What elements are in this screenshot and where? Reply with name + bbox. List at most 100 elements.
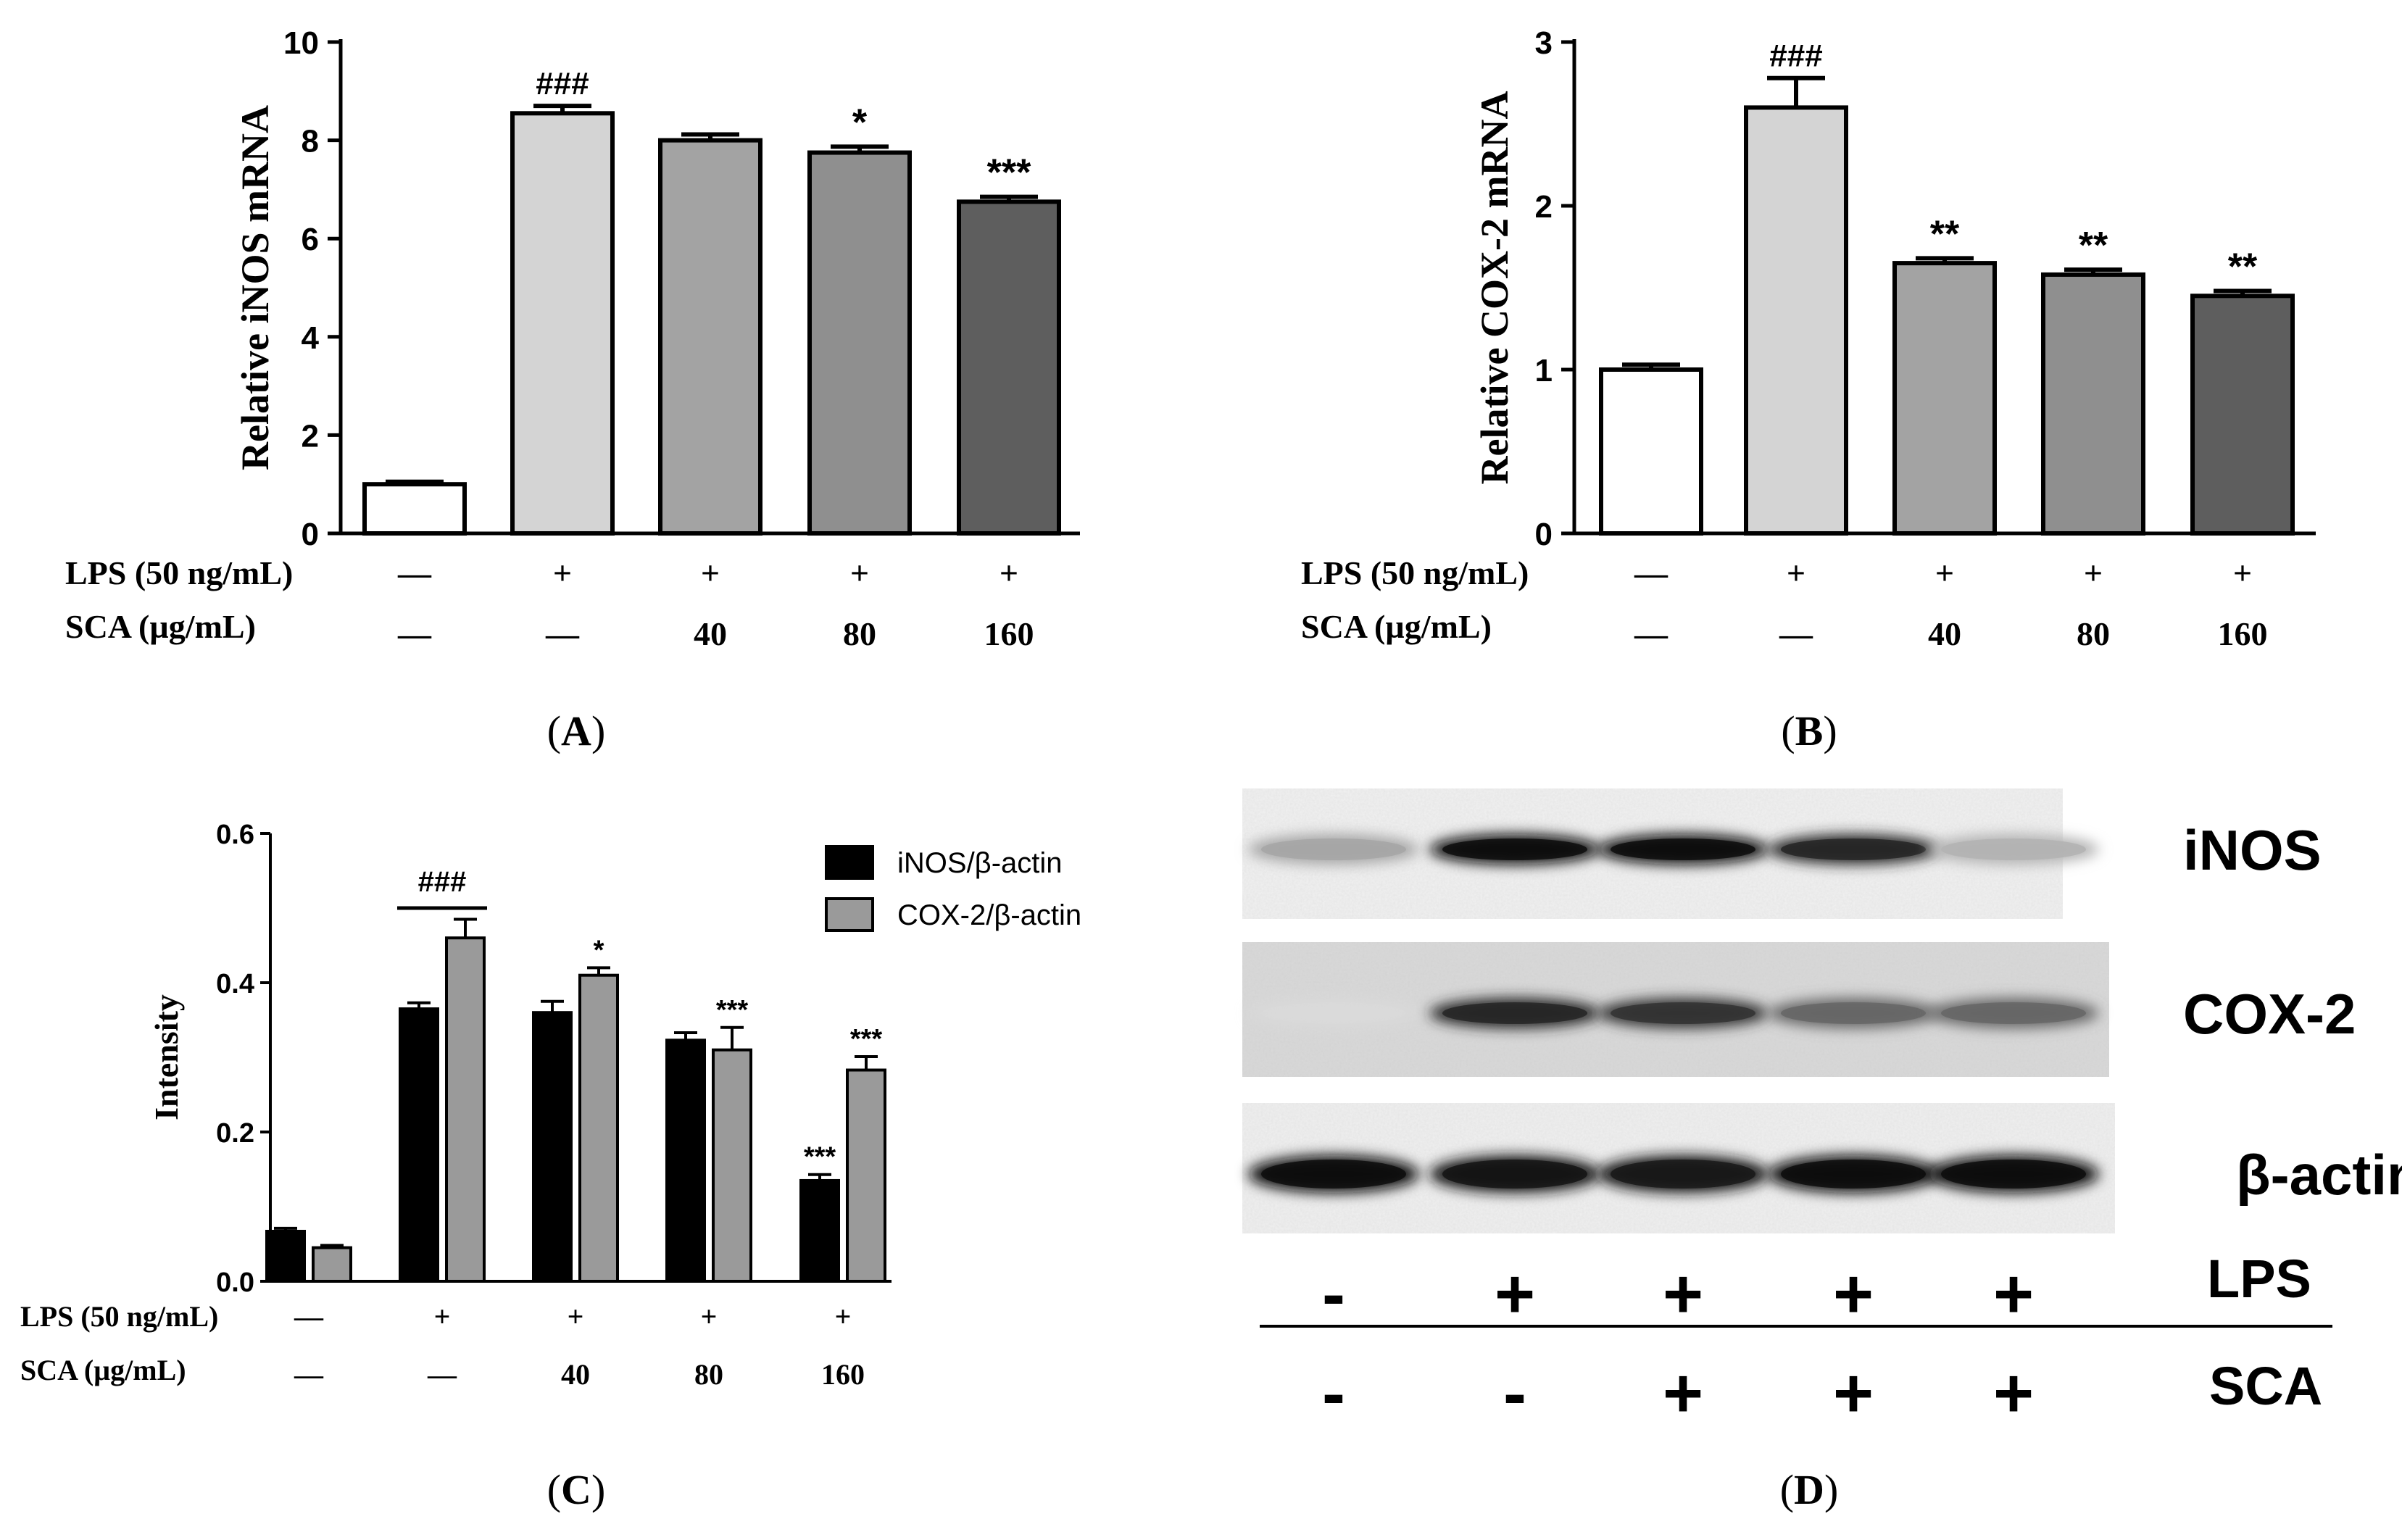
panel-label-c: (C) <box>547 1466 606 1513</box>
panel-a-y-tick-label: 10 <box>283 25 319 61</box>
panel-b-sca-value: 40 <box>1928 615 1961 652</box>
panel-a-lps-row-label: LPS (50 ng/mL) <box>65 554 293 591</box>
panel-c-chart: 0.00.20.40.6Intensity**********###iNOS/β… <box>20 820 1081 1391</box>
panel-label-c-letter: C <box>561 1466 591 1513</box>
blot-band-core <box>1781 1002 1926 1024</box>
panel-c-legend-swatch <box>825 845 874 880</box>
panel-a-bar <box>658 138 762 536</box>
panel-a-bar <box>957 199 1061 536</box>
panel-a-bar <box>807 150 912 536</box>
blot-band-core <box>1261 1002 1406 1024</box>
panel-a-significance-label: * <box>852 101 868 143</box>
panel-a-significance-label: *** <box>987 152 1031 194</box>
panel-c-sca-value: 40 <box>561 1358 590 1391</box>
panel-b-chart: 0 1 2 3 Relative COX-2 mRNA ### ** ** ** LPS (50 … <box>1301 25 2316 652</box>
blot-sca-sign: - <box>1322 1354 1345 1432</box>
panel-b-bar <box>1744 105 1848 536</box>
panel-c-lps-value: + <box>568 1300 584 1333</box>
panel-b-sca-value: 160 <box>2218 615 2268 652</box>
panel-c-bar <box>712 1048 752 1283</box>
panel-label-b-letter: B <box>1795 707 1824 754</box>
blot-lps-sign: + <box>1833 1255 1874 1333</box>
panel-c-bar <box>578 973 619 1283</box>
panel-label-d-letter: D <box>1794 1466 1824 1513</box>
panel-label-b: (B) <box>1781 707 1837 754</box>
panel-c-y-tick-label: 0.2 <box>216 1118 254 1149</box>
panel-c-sca-value: — <box>294 1358 324 1391</box>
panel-c-significance-label: *** <box>716 995 749 1025</box>
blot-band-core <box>1611 838 1755 860</box>
panel-b-sca-value: — <box>1779 615 1813 652</box>
blot-sca-sign: + <box>1663 1354 1703 1432</box>
blot-sca-sign: - <box>1503 1354 1526 1432</box>
panel-c-group-significance: ### <box>418 866 467 898</box>
panel-label-b-open: ( <box>1781 707 1795 754</box>
panel-b-lps-value: — <box>1634 554 1668 591</box>
panel-b-significance-label: ** <box>2228 246 2258 288</box>
panel-b-bar <box>2190 294 2295 536</box>
blot-band-core <box>1442 838 1587 860</box>
blot-band-core <box>1261 838 1406 860</box>
panel-a-significance-label: ### <box>536 66 589 101</box>
panel-c-sca-row-label: SCA (µg/mL) <box>20 1354 186 1386</box>
panel-label-a-close: ) <box>591 707 605 754</box>
panel-label-d: (D) <box>1780 1466 1839 1513</box>
panel-c-bar <box>265 1229 306 1283</box>
blot-band-core <box>1941 1160 2086 1189</box>
panel-c-significance-label: *** <box>804 1142 836 1173</box>
panel-b-bar <box>1892 261 1997 536</box>
panel-c-sca-value: 80 <box>694 1358 723 1391</box>
panel-label-a: (A) <box>547 707 606 754</box>
panel-a-y-tick-label: 0 <box>302 517 319 552</box>
blot-band-core <box>1611 1002 1755 1024</box>
panel-a-sca-value: 80 <box>843 615 876 652</box>
panel-label-a-letter: A <box>561 707 591 754</box>
panel-c-bar <box>399 1007 439 1283</box>
panel-label-d-open: ( <box>1780 1466 1794 1513</box>
panel-b-lps-row-label: LPS (50 ng/mL) <box>1301 554 1529 591</box>
panel-c-y-tick-label: 0.0 <box>216 1268 254 1298</box>
blot-band-core <box>1261 1160 1406 1189</box>
blot-sca-label: SCA <box>2209 1356 2322 1416</box>
panel-c-bar <box>312 1246 352 1283</box>
blot-sca-sign: + <box>1833 1354 1874 1432</box>
panel-label-b-close: ) <box>1823 707 1837 754</box>
panel-c-legend-label: iNOS/β-actin <box>897 847 1063 879</box>
panel-c-bar <box>846 1068 886 1283</box>
panel-a-lps-value: — <box>397 554 432 591</box>
panel-b-significance-label: ### <box>1769 38 1822 74</box>
panel-c-significance-label: * <box>594 935 604 965</box>
panel-c-bar <box>532 1011 573 1283</box>
blot-band-core <box>1442 1002 1587 1024</box>
panel-c-y-tick-label: 0.6 <box>216 820 254 850</box>
panel-c-sca-value: — <box>427 1358 457 1391</box>
panel-a-y-tick-label: 2 <box>302 418 319 454</box>
blot-sca-sign: + <box>1993 1354 2034 1432</box>
panel-c-lps-row-label: LPS (50 ng/mL) <box>20 1300 218 1333</box>
panel-c-bar <box>799 1178 840 1283</box>
panel-b-y-tick-label: 3 <box>1535 25 1553 61</box>
blot-band-core <box>1941 1002 2086 1024</box>
panel-b-bar <box>1599 367 1703 536</box>
blot-band-core <box>1442 1160 1587 1189</box>
panel-b-significance-label: ** <box>1930 213 1960 255</box>
blot-band-label: COX-2 <box>2183 982 2356 1046</box>
blot-band-core <box>1781 838 1926 860</box>
blot-lps-sign: + <box>1993 1255 2034 1333</box>
panel-c-lps-value: — <box>294 1300 324 1333</box>
panel-c-y-tick-label: 0.4 <box>216 969 254 999</box>
panel-a-bar <box>362 482 467 536</box>
panel-a-y-tick-label: 8 <box>302 124 319 159</box>
panel-a-y-axis-label: Relative iNOS mRNA <box>233 105 277 470</box>
blot-lps-sign: + <box>1663 1255 1703 1333</box>
panel-label-c-open: ( <box>547 1466 561 1513</box>
blot-lps-label: LPS <box>2207 1249 2311 1309</box>
panel-a-lps-value: + <box>1000 554 1018 591</box>
panel-d-western-blot: iNOS COX-2 β-actin - + + + + - - + + + LPS SCA <box>1242 788 2402 1432</box>
panel-b-sca-row-label: SCA (µg/mL) <box>1301 608 1492 645</box>
panel-c-y-axis-label: Intensity <box>148 994 185 1120</box>
panel-b-lps-value: + <box>2233 554 2252 591</box>
panel-b-y-tick-label: 1 <box>1535 353 1553 388</box>
panel-c-legend-label: COX-2/β-actin <box>897 899 1081 931</box>
blot-band-core <box>1611 1160 1755 1189</box>
